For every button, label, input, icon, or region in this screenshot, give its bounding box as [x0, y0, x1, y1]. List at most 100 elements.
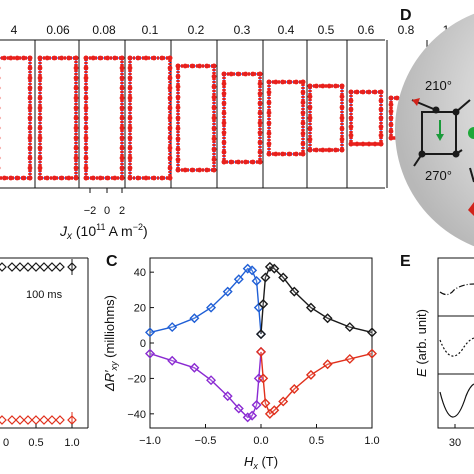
- loop-point: [266, 110, 272, 116]
- loop-point: [339, 104, 345, 110]
- column-label: 0.2: [188, 23, 205, 37]
- loop-point: [52, 55, 57, 61]
- loop-point: [167, 175, 173, 181]
- loop-point: [228, 71, 234, 77]
- loop-red: [84, 56, 124, 180]
- loop-point: [90, 55, 96, 61]
- panel-c-ylabel: ΔR′xy (milliohms): [102, 295, 119, 392]
- loop-point: [83, 105, 89, 111]
- loop-point: [300, 131, 306, 136]
- bl-point: [55, 262, 65, 272]
- loop-point: [27, 105, 33, 111]
- loop-point: [2, 55, 7, 61]
- loop-point: [348, 124, 354, 130]
- loop-point: [37, 125, 43, 131]
- loop-point: [27, 175, 33, 181]
- loop-point: [257, 120, 263, 126]
- loop-point: [27, 95, 33, 101]
- loop-point: [257, 71, 263, 77]
- series-point: [278, 396, 289, 407]
- loop-point: [190, 63, 195, 69]
- series-point: [258, 299, 269, 310]
- loop-point: [167, 85, 173, 91]
- sphere: [395, 13, 474, 247]
- loop-point: [378, 141, 384, 147]
- column-label: 0.8: [398, 23, 415, 37]
- loop-point: [211, 146, 217, 152]
- loop-point: [300, 110, 306, 116]
- loop-point: [175, 146, 181, 152]
- loop-point: [175, 136, 181, 142]
- series-point: [256, 346, 266, 357]
- loop-point: [119, 75, 125, 81]
- loop-point: [27, 155, 33, 161]
- loop-point: [339, 94, 345, 100]
- loop-point: [119, 55, 125, 61]
- panel-c-ytick: 20: [134, 303, 146, 315]
- loop-point: [119, 105, 125, 111]
- loop-point: [37, 175, 43, 181]
- loop-point: [204, 167, 210, 173]
- series-point: [367, 348, 377, 359]
- loop-point: [211, 74, 217, 79]
- loop-point: [27, 125, 33, 131]
- loop-point: [300, 141, 306, 147]
- loop-point: [378, 124, 384, 130]
- green-marker: [468, 127, 474, 139]
- loop-point: [8, 55, 14, 61]
- loop-point: [37, 105, 43, 111]
- loop-point: [127, 165, 133, 171]
- loop-point: [333, 147, 338, 153]
- loop-point: [257, 149, 263, 155]
- series-line: [260, 351, 373, 415]
- loop-point: [307, 104, 313, 110]
- moment-arrow-lower: [469, 167, 474, 183]
- atom-dot: [452, 150, 460, 158]
- loop-point: [326, 83, 332, 89]
- loop-point: [143, 175, 149, 181]
- bottom-left-markers: [0, 259, 77, 428]
- loop-point: [228, 159, 234, 165]
- loop-point: [348, 141, 354, 147]
- loop-point: [273, 151, 279, 157]
- loop-point: [44, 55, 50, 61]
- bl-point: [23, 262, 33, 272]
- loop-point: [257, 159, 263, 165]
- loop-point: [211, 105, 217, 110]
- loop-point: [167, 125, 173, 131]
- angle-label-210: 210°: [425, 78, 452, 93]
- loop-point: [314, 83, 319, 89]
- loop-point: [83, 85, 89, 91]
- bl-point: [31, 262, 41, 272]
- loop-point: [360, 141, 366, 147]
- loop-point: [221, 149, 227, 155]
- atom-dot: [418, 150, 426, 158]
- loop-point: [83, 155, 89, 161]
- loop-point: [119, 145, 125, 151]
- panel-letter-d: D: [400, 7, 412, 24]
- loop-point: [388, 102, 394, 108]
- loop-point: [378, 98, 384, 104]
- loop-point: [388, 115, 394, 121]
- loop-point: [167, 55, 173, 61]
- loop-point: [190, 167, 195, 173]
- loop-point: [300, 79, 306, 85]
- column-label: 0.5: [318, 23, 335, 37]
- plot-frame-e: [437, 257, 474, 429]
- loop-point: [127, 175, 133, 181]
- loop-point: [112, 175, 118, 181]
- loop-point: [348, 132, 354, 138]
- loop-point: [105, 175, 110, 181]
- series-point: [222, 391, 233, 402]
- loop-red: [349, 90, 383, 146]
- loop-point: [221, 100, 227, 106]
- loop-blue: [0, 57, 31, 179]
- loop-point: [175, 105, 181, 110]
- loop-blue: [223, 73, 261, 163]
- loop-point: [83, 65, 89, 71]
- loop-point: [37, 85, 43, 91]
- loop-point: [73, 55, 79, 61]
- loop-point: [119, 175, 125, 181]
- loop-point: [127, 85, 133, 91]
- loop-point: [339, 115, 345, 121]
